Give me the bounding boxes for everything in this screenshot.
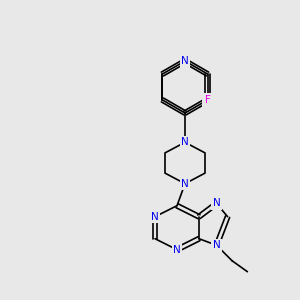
Text: N: N <box>204 95 212 105</box>
Text: N: N <box>181 179 189 189</box>
Text: F: F <box>205 95 211 105</box>
Text: N: N <box>213 199 220 208</box>
Text: N: N <box>151 212 159 222</box>
Text: N: N <box>213 240 220 250</box>
Text: N: N <box>181 56 189 66</box>
Text: N: N <box>181 137 189 147</box>
Text: N: N <box>173 245 181 255</box>
